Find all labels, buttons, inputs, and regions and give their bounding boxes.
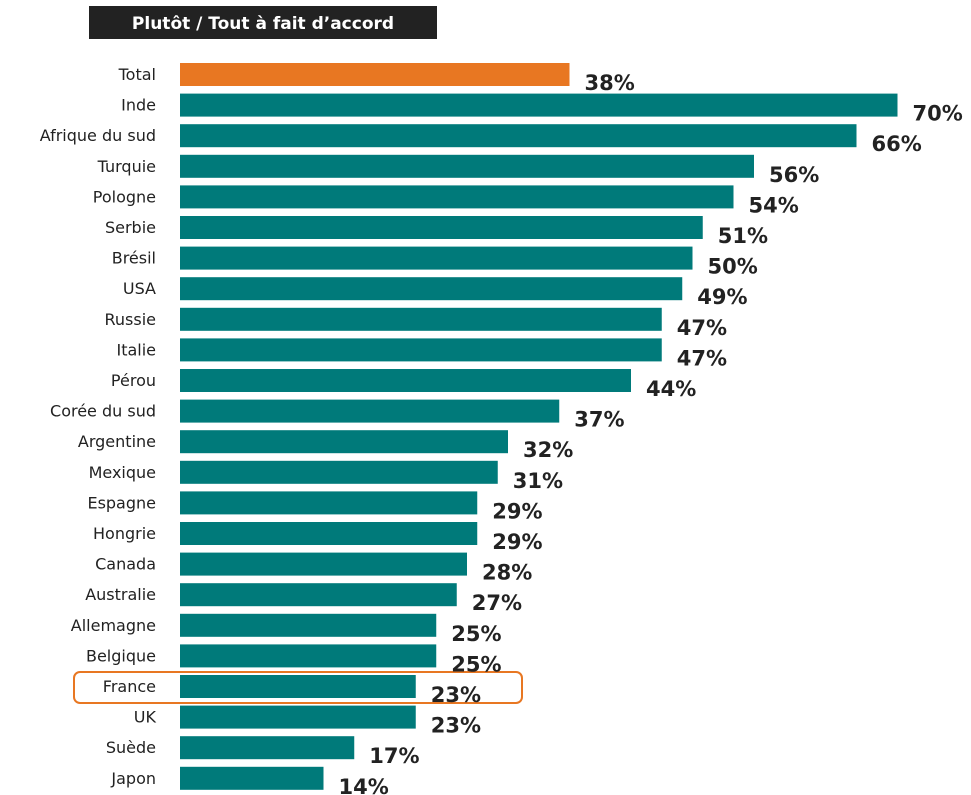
value-label-japon: 14%: [339, 775, 389, 795]
bar-hongrie: [180, 522, 478, 545]
bar-uk: [180, 705, 416, 729]
value-label-italie: 47%: [677, 346, 727, 370]
category-label-inde: Inde: [121, 96, 156, 115]
chart-title: Plutôt / Tout à fait d’accord: [132, 14, 394, 34]
highlight-outline-france: [73, 671, 523, 704]
highlight-layer: [73, 671, 523, 704]
category-label-mexique: Mexique: [89, 463, 156, 482]
category-label-belgique: Belgique: [86, 646, 156, 665]
value-label-suede: 17%: [369, 744, 419, 768]
category-label-turquie: Turquie: [97, 157, 156, 176]
category-label-japon: Japon: [110, 769, 156, 788]
bar-belgique: [180, 644, 437, 668]
value-label-usa: 49%: [697, 285, 747, 309]
value-label-total: 38%: [585, 71, 635, 95]
chart-title-group: Plutôt / Tout à fait d’accord: [89, 6, 437, 39]
category-label-uk: UK: [134, 708, 157, 727]
bar-bresil: [180, 246, 693, 270]
bar-inde: [180, 93, 898, 117]
bar-afrique-du-sud: [180, 124, 857, 148]
category-label-bresil: Brésil: [112, 249, 156, 268]
category-label-suede: Suède: [106, 738, 156, 757]
value-label-australie: 27%: [472, 591, 522, 615]
category-label-canada: Canada: [95, 555, 156, 574]
value-label-bresil: 50%: [708, 255, 758, 279]
category-label-hongrie: Hongrie: [93, 524, 156, 543]
value-label-belgique: 25%: [451, 652, 501, 676]
value-label-perou: 44%: [646, 377, 696, 401]
bar-canada: [180, 552, 467, 576]
bar-espagne: [180, 491, 478, 515]
category-label-france: France: [103, 677, 156, 696]
bar-perou: [180, 369, 631, 392]
bar-australie: [180, 583, 457, 607]
category-label-coree-du-sud: Corée du sud: [50, 402, 156, 421]
bar-coree-du-sud: [180, 399, 560, 423]
value-label-turquie: 56%: [769, 163, 819, 187]
value-label-espagne: 29%: [492, 499, 542, 523]
bar-japon: [180, 766, 324, 790]
bar-italie: [180, 338, 662, 362]
category-label-usa: USA: [123, 279, 156, 298]
category-label-serbie: Serbie: [105, 218, 156, 237]
category-label-total: Total: [118, 65, 156, 84]
value-label-argentine: 32%: [523, 438, 573, 462]
category-label-perou: Pérou: [111, 371, 156, 390]
category-label-argentine: Argentine: [78, 432, 156, 451]
category-label-australie: Australie: [85, 585, 156, 604]
category-labels: Total Inde Afrique du sud Turquie Pologne Ser…: [40, 65, 157, 788]
value-label-canada: 28%: [482, 561, 532, 585]
value-label-mexique: 31%: [513, 469, 563, 493]
chart-title-background: [89, 6, 437, 39]
bar-argentine: [180, 430, 508, 454]
category-label-afrique-du-sud: Afrique du sud: [40, 126, 156, 145]
bar-turquie: [180, 154, 754, 178]
value-label-serbie: 51%: [718, 224, 768, 248]
bar-france: [180, 675, 416, 698]
value-label-inde: 70%: [913, 102, 963, 126]
bar-allemagne: [180, 613, 437, 637]
category-label-italie: Italie: [116, 340, 156, 359]
category-label-pologne: Pologne: [93, 187, 156, 206]
value-label-afrique-du-sud: 66%: [872, 132, 922, 156]
value-label-france: 23%: [431, 683, 481, 707]
bar-usa: [180, 277, 683, 301]
value-label-allemagne: 25%: [451, 622, 501, 646]
category-label-russie: Russie: [105, 310, 157, 329]
value-labels: 38% 70% 66% 56% 54% 51% 50% 49% 47% 47% 44% 37%32% 3…: [339, 71, 963, 795]
category-label-espagne: Espagne: [87, 493, 156, 512]
bar-pologne: [180, 185, 734, 209]
value-label-hongrie: 29%: [492, 530, 542, 554]
category-label-allemagne: Allemagne: [71, 616, 156, 635]
value-label-coree-du-sud: 37%: [574, 408, 624, 432]
bar-suede: [180, 736, 355, 760]
bars-layer: [180, 63, 898, 790]
bar-russie: [180, 307, 662, 331]
bar-total: [180, 63, 570, 86]
bar-serbie: [180, 216, 703, 239]
value-label-russie: 47%: [677, 316, 727, 340]
value-label-pologne: 54%: [749, 193, 799, 217]
value-label-uk: 23%: [431, 714, 481, 738]
bar-mexique: [180, 460, 498, 484]
